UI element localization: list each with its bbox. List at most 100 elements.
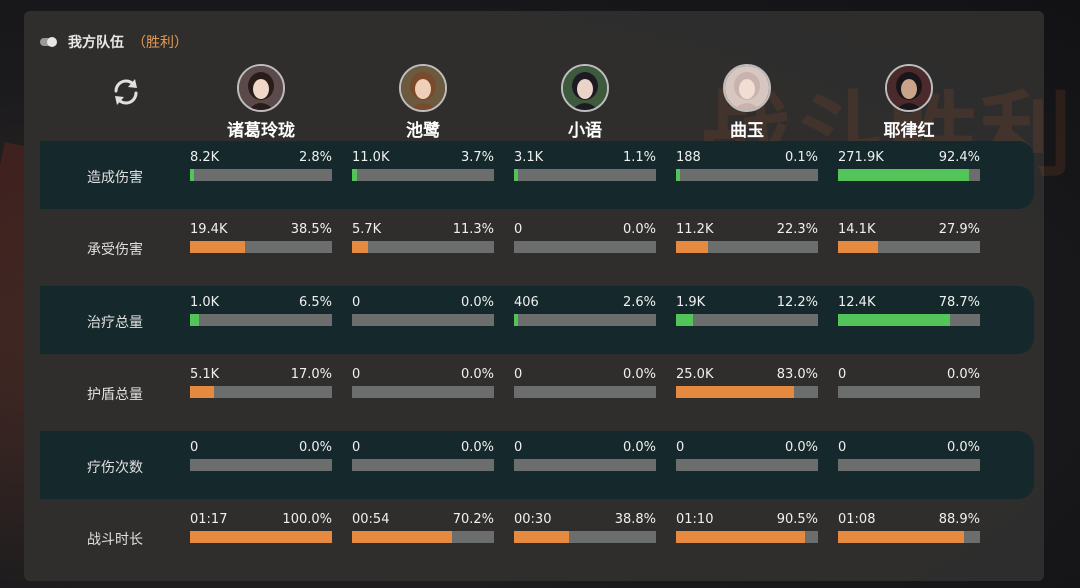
stat-value: 0 <box>352 295 361 310</box>
refresh-icon[interactable] <box>108 74 144 110</box>
stat-progress-bar <box>514 241 656 253</box>
stat-progress-fill <box>190 169 194 181</box>
stat-progress-fill <box>838 314 950 326</box>
stat-progress-bar <box>838 314 980 326</box>
stat-percent: 6.5% <box>298 295 332 310</box>
stat-cell: 0 0.0% <box>838 366 980 398</box>
stat-percent: 38.8% <box>614 512 656 527</box>
stat-cell: 01:08 88.9% <box>838 511 980 543</box>
toggle-icon[interactable] <box>40 37 57 47</box>
stat-progress-fill <box>190 386 215 398</box>
stat-progress-bar <box>190 314 332 326</box>
stat-cell: 11.0K 3.7% <box>352 149 494 181</box>
stat-cell: 19.4K 38.5% <box>190 221 332 253</box>
stat-row: 造成伤害 8.2K 2.8% 11.0K 3.7% 3.1K 1.1% 188 0.1% 271.… <box>40 141 1034 209</box>
stat-value: 01:10 <box>676 512 714 527</box>
stat-label: 承受伤害 <box>87 242 143 258</box>
stat-cell: 00:54 70.2% <box>352 511 494 543</box>
stat-progress-bar <box>514 386 656 398</box>
character-avatar-icon[interactable] <box>561 64 609 112</box>
stat-progress-bar <box>514 314 656 326</box>
stat-cell: 0 0.0% <box>514 221 656 253</box>
character-name: 小语 <box>568 121 602 141</box>
stat-cell: 0 0.0% <box>514 366 656 398</box>
stat-percent: 2.8% <box>298 150 332 165</box>
stat-label: 造成伤害 <box>87 170 143 186</box>
stat-progress-bar <box>352 314 494 326</box>
stat-cell: 00:30 38.8% <box>514 511 656 543</box>
stat-percent: 0.0% <box>946 440 980 455</box>
character-avatar-icon[interactable] <box>723 64 771 112</box>
stat-percent: 0.0% <box>622 367 656 382</box>
stat-percent: 70.2% <box>452 512 494 527</box>
stat-progress-bar <box>190 531 332 543</box>
stat-progress-fill <box>514 531 570 543</box>
stat-value: 1.9K <box>676 295 706 310</box>
stat-percent: 22.3% <box>776 222 818 237</box>
stat-cell: 406 2.6% <box>514 294 656 326</box>
stat-cell: 188 0.1% <box>676 149 818 181</box>
stat-value: 00:54 <box>352 512 390 527</box>
stat-value: 0 <box>838 440 847 455</box>
stat-progress-bar <box>514 459 656 471</box>
stat-value: 406 <box>514 295 539 310</box>
stat-value: 188 <box>676 150 701 165</box>
stat-label: 疗伤次数 <box>87 460 143 476</box>
stat-percent: 27.9% <box>938 222 980 237</box>
stat-percent: 2.6% <box>622 295 656 310</box>
stat-progress-bar <box>676 169 818 181</box>
stat-label: 护盾总量 <box>87 387 143 403</box>
stat-percent: 17.0% <box>290 367 332 382</box>
stat-progress-fill <box>514 314 518 326</box>
stat-progress-fill <box>352 241 369 253</box>
stat-cell: 12.4K 78.7% <box>838 294 980 326</box>
stat-row: 疗伤次数 0 0.0% 0 0.0% 0 0.0% 0 0.0% 0 0.0% <box>40 431 1034 499</box>
character-avatar-icon[interactable] <box>237 64 285 112</box>
character-name: 耶律红 <box>883 121 935 141</box>
stat-value: 00:30 <box>514 512 552 527</box>
stat-cell: 0 0.0% <box>352 366 494 398</box>
stat-percent: 38.5% <box>290 222 332 237</box>
stat-row: 护盾总量 5.1K 17.0% 0 0.0% 0 0.0% 25.0K 83.0% 0 0.0% <box>40 358 1034 426</box>
stat-progress-bar <box>676 314 818 326</box>
team-label: 我方队伍 <box>68 35 124 51</box>
stat-cell: 25.0K 83.0% <box>676 366 818 398</box>
character-avatar-icon[interactable] <box>885 64 933 112</box>
character-avatar-icon[interactable] <box>399 64 447 112</box>
stat-value: 12.4K <box>838 295 876 310</box>
stat-percent: 100.0% <box>282 512 332 527</box>
stat-value: 0 <box>514 367 523 382</box>
stat-row: 承受伤害 19.4K 38.5% 5.7K 11.3% 0 0.0% 11.2K 22.3% 14… <box>40 213 1034 281</box>
stat-value: 0 <box>352 440 361 455</box>
stat-percent: 0.0% <box>460 295 494 310</box>
stat-cell: 01:17 100.0% <box>190 511 332 543</box>
stat-label: 治疗总量 <box>87 315 143 331</box>
stat-value: 0 <box>514 440 523 455</box>
stat-cell: 1.0K 6.5% <box>190 294 332 326</box>
stat-progress-bar <box>514 169 656 181</box>
stat-percent: 78.7% <box>938 295 980 310</box>
stat-cell: 1.9K 12.2% <box>676 294 818 326</box>
stat-progress-bar <box>838 169 980 181</box>
stat-progress-bar <box>352 169 494 181</box>
stat-cell: 0 0.0% <box>190 439 332 471</box>
character-name: 池鹭 <box>406 121 440 141</box>
stat-value: 5.7K <box>352 222 382 237</box>
stat-progress-fill <box>190 314 200 326</box>
stat-percent: 83.0% <box>776 367 818 382</box>
character-name: 曲玉 <box>730 121 764 141</box>
stat-progress-fill <box>676 241 708 253</box>
stat-progress-bar <box>352 531 494 543</box>
stat-progress-fill <box>838 169 970 181</box>
stat-percent: 0.1% <box>784 150 818 165</box>
stat-cell: 0 0.0% <box>838 439 980 471</box>
stat-value: 0 <box>514 222 523 237</box>
player-column-header: 耶律红 <box>829 64 989 141</box>
player-column-header: 小语 <box>505 64 665 141</box>
stat-progress-bar <box>838 241 980 253</box>
stat-value: 25.0K <box>676 367 714 382</box>
stat-cell: 0 0.0% <box>352 294 494 326</box>
stat-progress-bar <box>676 531 818 543</box>
stat-percent: 88.9% <box>938 512 980 527</box>
stat-progress-bar <box>514 531 656 543</box>
